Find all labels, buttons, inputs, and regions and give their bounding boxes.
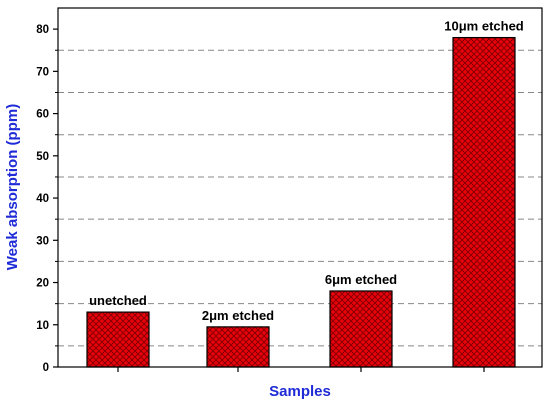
x-axis-ticks <box>117 367 485 372</box>
y-tick-label: 40 <box>36 193 49 205</box>
data-label-1: 2μm etched <box>202 308 274 323</box>
bar-2 <box>329 290 393 368</box>
data-label-3: 10μm etched <box>444 19 524 34</box>
data-label-2: 6μm etched <box>325 272 397 287</box>
y-tick-label: 60 <box>36 109 49 121</box>
x-axis-title: Samples <box>269 383 331 400</box>
bar-1 <box>206 326 270 368</box>
y-axis-ticks: 0 10 20 30 40 50 60 70 80 <box>36 24 58 374</box>
y-axis-title: Weak absorption (ppm) <box>4 104 21 270</box>
y-tick-label: 10 <box>36 320 49 332</box>
y-tick-label: 0 <box>43 362 49 374</box>
bar-3 <box>452 36 516 368</box>
bars-group <box>86 36 516 368</box>
y-tick-label: 20 <box>36 278 49 290</box>
y-tick-label: 50 <box>36 151 49 163</box>
plot-frame <box>57 7 543 368</box>
y-tick-label: 80 <box>36 24 49 36</box>
data-labels-group: unetched 2μm etched 6μm etched 10μm etched <box>89 19 524 323</box>
y-tick-label: 30 <box>36 235 49 247</box>
y-tick-label: 70 <box>36 66 49 78</box>
data-label-0: unetched <box>89 293 147 308</box>
bar-0 <box>86 311 150 368</box>
